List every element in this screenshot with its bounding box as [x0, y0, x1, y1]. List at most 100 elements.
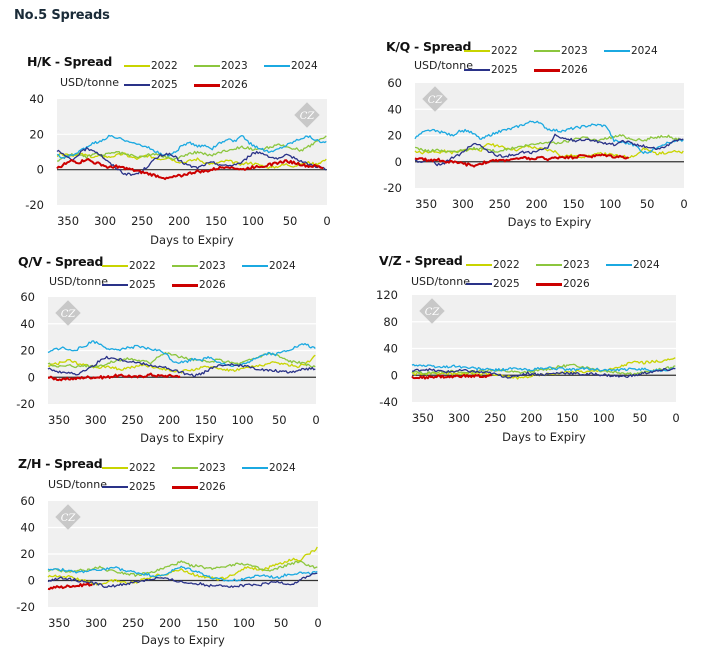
legend-label: 2025: [493, 278, 520, 290]
x-tick-label: 250: [121, 413, 143, 427]
x-axis-label: Days to Expiry: [502, 430, 586, 444]
legend-item-2022: 2022: [464, 45, 518, 57]
y-tick-label: 120: [376, 288, 398, 302]
x-tick-label: 250: [489, 197, 511, 211]
y-unit-label: USD/tonne: [49, 275, 108, 288]
czarnikow-logo-icon: CZ: [55, 504, 81, 530]
series-line-2026: [48, 372, 181, 382]
legend-item-2026: 2026: [172, 481, 226, 493]
czarnikow-logo-icon: CZ: [419, 298, 445, 324]
legend-item-2022: 2022: [466, 259, 520, 271]
legend-swatch: [194, 65, 220, 67]
x-tick-label: 350: [48, 413, 70, 427]
chart-title: Z/H - Spread: [18, 456, 103, 471]
legend-item-2026: 2026: [534, 64, 588, 76]
x-tick-label: 0: [314, 616, 321, 630]
x-axis-label: Days to Expiry: [140, 431, 224, 445]
x-tick-label: 0: [323, 214, 330, 228]
legend-swatch: [102, 284, 128, 286]
legend-item-2024: 2024: [242, 260, 296, 272]
series-line-2024: [47, 340, 316, 368]
x-tick-label: 300: [452, 197, 474, 211]
chart-title: V/Z - Spread: [379, 253, 463, 268]
x-tick-label: 200: [520, 411, 542, 425]
series-line-2026: [411, 373, 493, 380]
x-tick-label: 200: [168, 214, 190, 228]
series-line-2024: [56, 134, 327, 160]
x-tick-label: 0: [680, 197, 687, 211]
series-line-2024: [411, 363, 676, 373]
chart-title: K/Q - Spread: [386, 39, 472, 54]
legend-swatch: [464, 69, 490, 71]
x-tick-label: 0: [672, 411, 679, 425]
x-axis-label: Days to Expiry: [508, 215, 592, 229]
legend-item-2023: 2023: [534, 45, 588, 57]
legend-swatch: [466, 283, 492, 285]
series-line-2023: [47, 560, 318, 577]
legend-label: 2026: [561, 64, 588, 76]
chart-vz: 120 80 40 0 -40 350 300 250 200 150 100 50 0 Days to …: [376, 288, 680, 444]
series-line-2022: [47, 546, 318, 586]
legend-swatch: [464, 50, 490, 52]
x-tick-label: 350: [412, 411, 434, 425]
legend-swatch: [242, 467, 268, 469]
x-tick-label: 250: [484, 411, 506, 425]
legend-item-2025: 2025: [464, 64, 518, 76]
y-unit-label: USD/tonne: [411, 275, 470, 288]
y-unit-label: USD/tonne: [60, 76, 119, 89]
x-tick-label: 100: [233, 616, 255, 630]
legend-swatch: [102, 486, 128, 488]
legend-swatch: [124, 84, 150, 86]
x-tick-label: 300: [94, 214, 116, 228]
legend-label: 2026: [563, 278, 590, 290]
legend-label: 2025: [151, 79, 178, 91]
legend-item-2025: 2025: [102, 481, 156, 493]
y-tick-label: -20: [383, 181, 402, 195]
series-line-2025: [47, 355, 316, 378]
series-line-2022: [414, 143, 684, 159]
legend-label: 2025: [491, 64, 518, 76]
legend-label: 2024: [631, 45, 658, 57]
legend-item-2023: 2023: [172, 462, 226, 474]
x-tick-label: 200: [526, 197, 548, 211]
czarnikow-logo-icon: CZ: [55, 300, 81, 326]
svg-text:CZ: CZ: [61, 309, 77, 320]
legend-label: 2026: [199, 279, 226, 291]
y-tick-label: 0: [37, 163, 44, 177]
x-tick-label: 250: [131, 214, 153, 228]
series-line-2024: [47, 565, 318, 582]
y-tick-label: -20: [16, 397, 35, 411]
x-tick-label: 200: [158, 413, 180, 427]
legend-label: 2022: [491, 45, 518, 57]
x-tick-label: 350: [48, 616, 70, 630]
y-tick-label: -20: [25, 198, 44, 212]
x-tick-label: 100: [599, 197, 621, 211]
legend-label: 2024: [633, 259, 660, 271]
y-tick-label: 0: [391, 368, 398, 382]
legend-label: 2022: [129, 260, 156, 272]
legend-label: 2023: [199, 260, 226, 272]
svg-text:CZ: CZ: [300, 111, 316, 122]
legend-label: 2022: [129, 462, 156, 474]
series-line-2026: [56, 158, 324, 181]
legend-label: 2022: [151, 60, 178, 72]
x-tick-label: 150: [205, 214, 227, 228]
legend-label: 2022: [493, 259, 520, 271]
series-line-2024: [414, 120, 684, 155]
svg-text:CZ: CZ: [61, 513, 77, 524]
plot-area: [57, 99, 327, 205]
legend-item-2025: 2025: [124, 79, 178, 91]
x-tick-label: 150: [195, 413, 217, 427]
y-tick-label: 20: [387, 129, 402, 143]
legend-swatch: [124, 65, 150, 67]
x-tick-label: 300: [448, 411, 470, 425]
y-tick-label: 40: [387, 102, 402, 116]
legend-swatch: [172, 485, 198, 489]
x-tick-label: 100: [232, 413, 254, 427]
czarnikow-logo-icon: CZ: [422, 86, 448, 112]
y-tick-label: 20: [20, 547, 35, 561]
legend-swatch: [172, 283, 198, 287]
chart-title: Q/V - Spread: [18, 254, 104, 269]
